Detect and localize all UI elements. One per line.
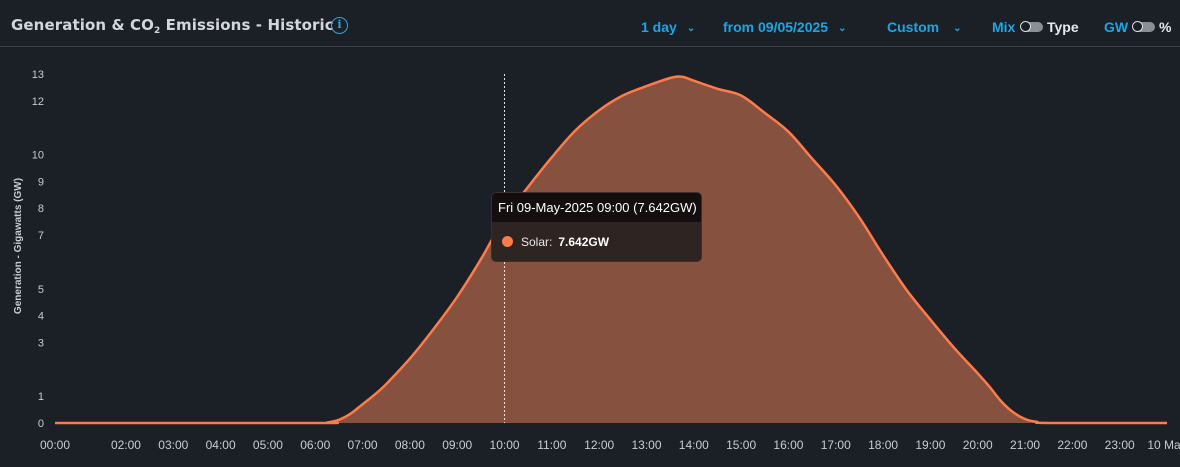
x-tick-label: 10:00 xyxy=(490,438,520,452)
title-subscript: 2 xyxy=(153,26,161,36)
mix-label: Mix xyxy=(992,19,1016,35)
x-tick-label: 20:00 xyxy=(963,438,993,452)
gw-label: GW xyxy=(1104,19,1129,35)
x-tick-label: 05:00 xyxy=(253,438,283,452)
x-tick-label: 23:00 xyxy=(1105,438,1135,452)
info-icon[interactable]: i xyxy=(331,17,348,34)
y-tick-label: 10 xyxy=(32,150,44,162)
y-tick-label: 9 xyxy=(38,176,44,188)
x-tick-label: 08:00 xyxy=(395,438,425,452)
x-tick-label: 22:00 xyxy=(1057,438,1087,452)
date-from-dropdown[interactable]: from 09/05/2025 ⌄ xyxy=(723,19,846,35)
x-tick-label: 18:00 xyxy=(868,438,898,452)
title-main: Generation & CO xyxy=(11,16,154,34)
title-rest: Emissions - Historic xyxy=(160,16,334,34)
range-label: 1 day xyxy=(641,19,677,35)
x-tick-label: 09:00 xyxy=(442,438,472,452)
x-tick-label: 13:00 xyxy=(631,438,661,452)
y-tick-label: 12 xyxy=(32,96,44,108)
x-tick-label: 02:00 xyxy=(111,438,141,452)
y-tick-label: 7 xyxy=(38,230,44,242)
date-from-label: from 09/05/2025 xyxy=(723,19,829,35)
custom-dropdown[interactable]: Custom ⌄ xyxy=(887,19,962,35)
series-dot xyxy=(502,236,513,247)
x-tick-label: 07:00 xyxy=(348,438,378,452)
toggle-knob xyxy=(1132,21,1143,32)
range-dropdown[interactable]: 1 day ⌄ xyxy=(641,19,695,35)
x-tick-label: 03:00 xyxy=(158,438,188,452)
tooltip-header: Fri 09-May-2025 09:00 (7.642GW) xyxy=(492,193,701,222)
x-tick-label: 16:00 xyxy=(773,438,803,452)
y-tick-label: 3 xyxy=(38,337,44,349)
chevron-down-icon: ⌄ xyxy=(838,23,847,34)
percent-label: % xyxy=(1159,19,1172,35)
y-axis-label: Generation - Gigawatts (GW) xyxy=(13,178,24,314)
x-tick-label: 00:00 xyxy=(40,438,70,452)
custom-label: Custom xyxy=(887,19,940,35)
tooltip: Fri 09-May-2025 09:00 (7.642GW) Solar: 7.… xyxy=(492,193,701,261)
x-tick-label: 10 May xyxy=(1147,438,1180,452)
y-tick-label: 4 xyxy=(38,311,44,323)
chart-header: Generation & CO2 Emissions - Historic i … xyxy=(0,0,1180,47)
mix-type-toggle[interactable] xyxy=(1020,21,1043,32)
y-tick-label: 13 xyxy=(32,69,44,81)
x-tick-label: 15:00 xyxy=(726,438,756,452)
chevron-down-icon: ⌄ xyxy=(686,23,696,34)
x-tick-label: 06:00 xyxy=(300,438,330,452)
y-tick-label: 5 xyxy=(38,284,44,296)
tooltip-series-name: Solar: xyxy=(521,235,553,249)
page-title: Generation & CO2 Emissions - Historic xyxy=(11,16,334,36)
x-tick-label: 17:00 xyxy=(821,438,851,452)
x-tick-label: 14:00 xyxy=(679,438,709,452)
tooltip-value: 7.642GW xyxy=(558,235,610,249)
tooltip-row: Solar: 7.642GW xyxy=(502,235,609,249)
chevron-down-icon: ⌄ xyxy=(953,23,962,34)
y-tick-label: 8 xyxy=(38,203,44,215)
x-tick-label: 11:00 xyxy=(537,438,566,452)
x-tick-label: 19:00 xyxy=(915,438,945,452)
x-tick-label: 12:00 xyxy=(584,438,614,452)
x-tick-label: 21:00 xyxy=(1010,438,1040,452)
y-tick-label: 0 xyxy=(38,418,44,430)
gw-percent-toggle[interactable] xyxy=(1132,21,1155,32)
x-tick-label: 04:00 xyxy=(206,438,236,452)
y-tick-label: 1 xyxy=(38,391,44,403)
toggle-knob xyxy=(1020,21,1031,32)
type-label: Type xyxy=(1047,19,1079,35)
solar-line xyxy=(55,75,1167,425)
